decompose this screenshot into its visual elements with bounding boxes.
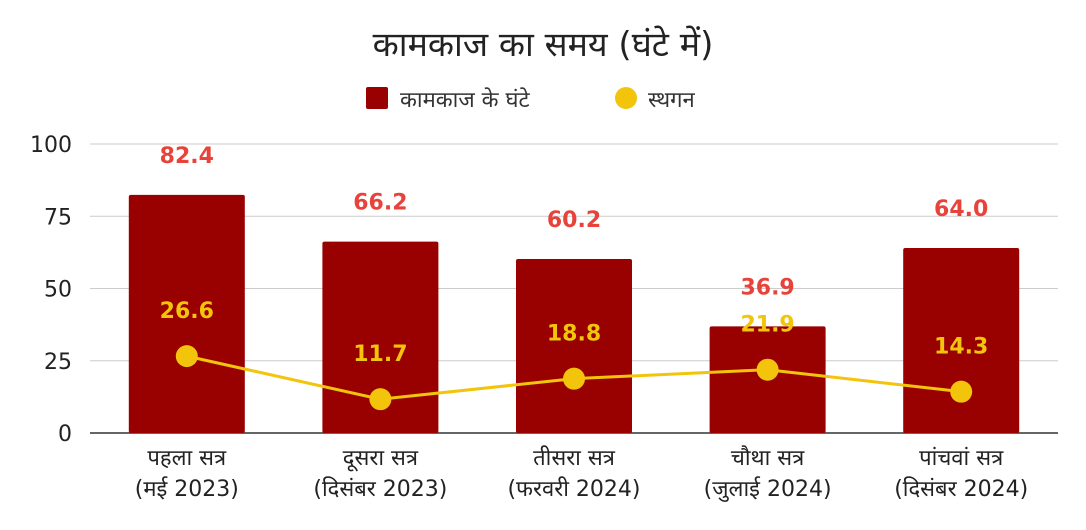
bar: [128, 194, 245, 433]
bar: [322, 241, 439, 433]
point-value-label: 18.8: [547, 322, 601, 347]
line-point: [175, 345, 198, 368]
line-point: [563, 367, 585, 390]
bar-value-label: 60.2: [547, 208, 601, 233]
point-value-label: 11.7: [353, 342, 407, 367]
category-label: पांचवां सत्र: [919, 446, 1004, 471]
category-label: चौथा सत्र: [731, 445, 805, 471]
category-label: तीसरा सत्र: [533, 445, 616, 471]
chart-title: कामकाज का समय (घंटे में): [373, 25, 714, 65]
bar: [903, 248, 1020, 433]
y-tick-label: 100: [30, 133, 72, 158]
point-value-label: 14.3: [934, 335, 988, 360]
category-label: (फरवरी 2024): [507, 476, 640, 502]
line-point: [950, 380, 973, 403]
category-label: पहला सत्र: [147, 446, 227, 471]
legend-swatch-bar: [366, 87, 388, 109]
category-label: दूसरा सत्र: [343, 446, 419, 472]
category-label: (मई 2023): [135, 476, 239, 502]
line-point: [756, 358, 779, 381]
category-label: (दिसंबर 2023): [313, 476, 447, 502]
bar-value-label: 36.9: [740, 275, 794, 300]
y-tick-label: 75: [44, 205, 72, 230]
bar-value-label: 66.2: [353, 191, 407, 216]
data-labels: 82.4 66.2 60.2 36.9 64.0 26.6 11.7 18.8 21.9 14.3: [160, 144, 989, 367]
category-label: (जुलाई 2024): [704, 476, 832, 502]
point-value-label: 21.9: [740, 313, 794, 338]
y-tick-label: 25: [44, 350, 72, 375]
bar: [516, 259, 632, 433]
x-axis-categories: पहला सत्र (मई 2023) दूसरा सत्र (दिसंबर 2023…: [135, 445, 1028, 502]
legend-label-bar: कामकाज के घंटे: [400, 87, 531, 113]
legend: कामकाज के घंटे स्थगन: [366, 87, 696, 113]
bar-value-label: 82.4: [160, 144, 214, 169]
legend-label-line: स्थगन: [648, 88, 696, 113]
y-tick-label: 50: [44, 278, 72, 303]
y-axis-ticks: 0 25 50 75 100: [30, 133, 72, 447]
category-label: (दिसंबर 2024): [894, 476, 1028, 502]
line-point: [369, 388, 392, 411]
adjournment-line: [175, 345, 973, 411]
legend-swatch-line: [615, 87, 637, 109]
point-value-label: 26.6: [160, 299, 214, 324]
bar-value-label: 64.0: [934, 197, 988, 222]
y-tick-label: 0: [58, 422, 72, 447]
